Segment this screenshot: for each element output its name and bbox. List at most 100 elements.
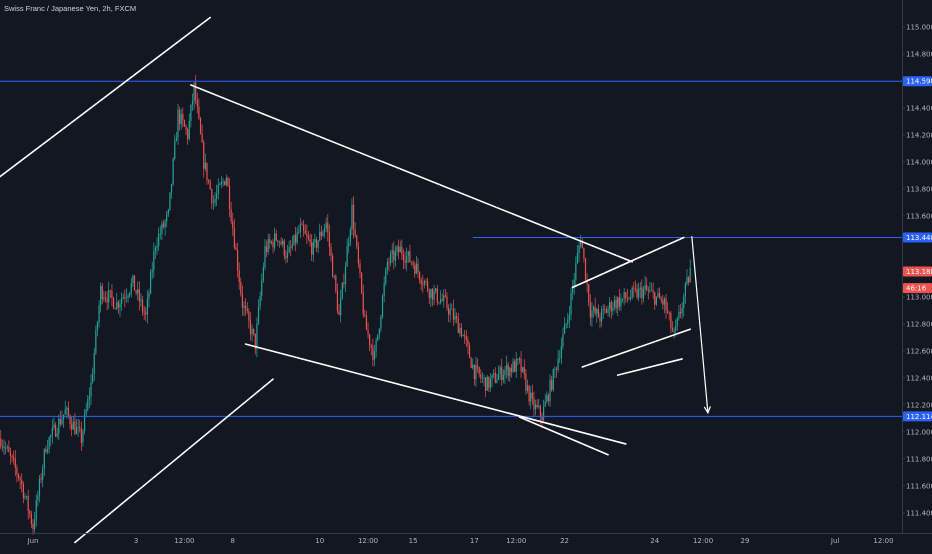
trend-line: [571, 236, 685, 289]
candle-body: [323, 228, 326, 233]
candle-body: [546, 395, 548, 402]
candle-body: [517, 358, 519, 360]
candle-body: [552, 369, 554, 390]
candle-body: [618, 297, 620, 307]
candle-body: [148, 293, 150, 299]
x-tick-label: 12:00: [873, 537, 893, 545]
candle-body: [79, 426, 81, 429]
candle-body: [116, 301, 118, 309]
candle-body: [396, 246, 398, 252]
candle-body: [446, 296, 448, 309]
candle-body: [662, 300, 664, 305]
candle-body: [356, 235, 358, 246]
candle-body: [417, 263, 419, 273]
candle-body: [621, 298, 624, 300]
candle-body: [22, 483, 24, 498]
candle-body: [220, 181, 223, 185]
candle-body: [530, 392, 532, 402]
candle-body: [412, 262, 414, 266]
y-tick-label: 113.600: [906, 212, 932, 220]
candle-body: [652, 290, 654, 293]
candle-body: [533, 398, 535, 410]
candle-body: [188, 121, 190, 139]
candle-body: [104, 297, 107, 299]
candle-body: [95, 330, 97, 354]
level-price-label: 112.114: [906, 413, 932, 421]
candle-body: [518, 358, 521, 360]
candle-body: [362, 292, 364, 315]
candle-body: [531, 392, 533, 399]
candle-body: [336, 290, 339, 312]
candle-body: [628, 298, 630, 300]
candle-body: [8, 446, 10, 453]
candle-body: [452, 308, 455, 320]
candle-body: [615, 300, 617, 309]
candle-body: [572, 286, 574, 293]
candle-body: [399, 246, 401, 253]
candle-body: [187, 129, 189, 139]
candle-body: [505, 364, 508, 371]
x-tick-label: 3: [134, 537, 138, 545]
candle-body: [5, 447, 7, 449]
candle-body: [9, 452, 12, 456]
candle-body: [510, 367, 513, 372]
candle-body: [449, 309, 451, 315]
candle-body: [3, 446, 5, 449]
candle-body: [470, 357, 472, 368]
candle-body: [17, 474, 20, 479]
candle-body: [66, 407, 68, 410]
candle-body: [150, 272, 152, 294]
candle-body: [377, 334, 379, 341]
candle-body: [159, 233, 161, 235]
candle-body: [109, 290, 111, 291]
candle-body: [383, 283, 385, 297]
candle-body: [613, 300, 616, 308]
candle-body: [348, 242, 350, 247]
candle-body: [454, 315, 456, 320]
y-tick-label: 113.800: [906, 185, 932, 193]
trend-line: [190, 84, 634, 263]
candle-body: [299, 224, 301, 233]
candle-body: [515, 358, 517, 372]
candle-body: [172, 158, 174, 184]
candle-body: [422, 283, 424, 285]
candle-body: [538, 405, 540, 407]
candle-body: [325, 222, 327, 229]
candle-body: [121, 298, 123, 304]
candle-body: [361, 272, 363, 293]
candle-body: [372, 347, 374, 360]
candle-body: [570, 292, 572, 315]
candle-body: [496, 379, 498, 383]
candle-body: [270, 241, 273, 243]
y-tick-label: 115.000: [906, 23, 932, 31]
candle-body: [354, 229, 356, 236]
candle-body: [211, 189, 213, 204]
candle-body: [161, 223, 163, 234]
candle-body: [631, 287, 633, 298]
candle-body: [48, 437, 50, 450]
candle-body: [428, 290, 430, 299]
candle-body: [158, 233, 160, 246]
candle-body: [451, 308, 453, 310]
candle-body: [609, 302, 611, 309]
candle-body: [51, 427, 53, 436]
candle-body: [502, 375, 504, 380]
candle-body: [404, 260, 406, 263]
candle-body: [29, 511, 31, 515]
candle-body: [248, 311, 250, 321]
candle-body: [227, 177, 229, 186]
x-tick-label: 12:00: [693, 537, 713, 545]
candle-body: [410, 261, 413, 263]
candle-body: [288, 247, 290, 253]
candle-body: [562, 333, 564, 347]
candle-body: [246, 308, 248, 312]
candle-body: [108, 290, 110, 303]
candle-body: [122, 297, 124, 299]
candle-body: [686, 277, 688, 284]
candle-body: [480, 374, 482, 379]
candle-body: [478, 367, 480, 375]
candle-body: [427, 281, 429, 291]
candle-body: [82, 431, 84, 443]
